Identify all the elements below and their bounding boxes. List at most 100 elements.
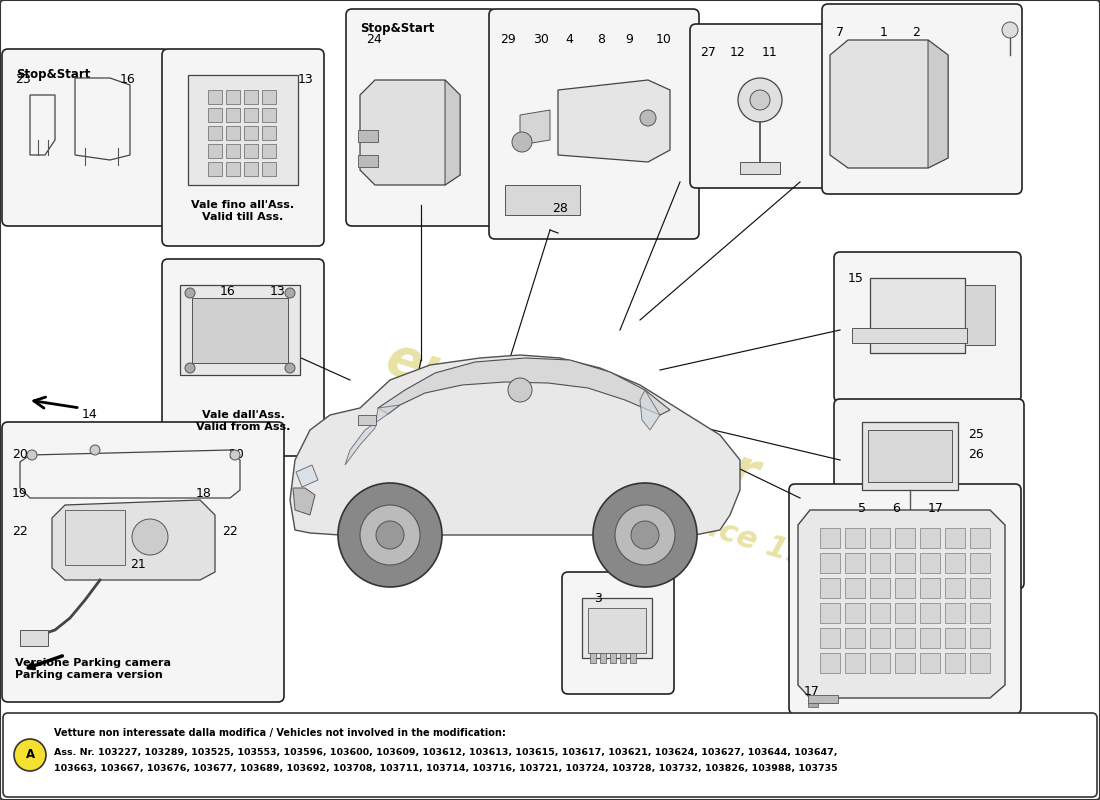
Text: 12: 12 bbox=[730, 46, 746, 59]
Circle shape bbox=[14, 739, 46, 771]
Bar bbox=[920, 603, 940, 623]
Text: 16: 16 bbox=[220, 285, 235, 298]
Bar bbox=[845, 528, 865, 548]
FancyBboxPatch shape bbox=[3, 713, 1097, 797]
Bar bbox=[970, 528, 990, 548]
Bar bbox=[920, 578, 940, 598]
Bar bbox=[845, 578, 865, 598]
Text: 6: 6 bbox=[892, 502, 900, 515]
Bar bbox=[870, 278, 965, 353]
Circle shape bbox=[593, 483, 697, 587]
Bar bbox=[808, 695, 838, 703]
Bar bbox=[262, 90, 276, 104]
Bar bbox=[870, 653, 890, 673]
Bar bbox=[970, 603, 990, 623]
Bar bbox=[226, 126, 240, 140]
Bar bbox=[208, 162, 222, 176]
Text: 20: 20 bbox=[228, 448, 244, 461]
Bar bbox=[620, 653, 626, 663]
Bar bbox=[505, 185, 580, 215]
Bar bbox=[262, 108, 276, 122]
Polygon shape bbox=[378, 358, 670, 415]
Bar bbox=[262, 144, 276, 158]
Bar bbox=[845, 603, 865, 623]
Bar bbox=[945, 653, 965, 673]
Bar bbox=[895, 578, 915, 598]
Bar bbox=[920, 553, 940, 573]
Text: 24: 24 bbox=[366, 33, 382, 46]
FancyBboxPatch shape bbox=[789, 484, 1021, 714]
Bar bbox=[870, 603, 890, 623]
Circle shape bbox=[640, 110, 656, 126]
Text: 13: 13 bbox=[298, 73, 314, 86]
Bar bbox=[262, 162, 276, 176]
Bar bbox=[262, 126, 276, 140]
FancyBboxPatch shape bbox=[346, 9, 496, 226]
Text: 30: 30 bbox=[534, 33, 549, 46]
Polygon shape bbox=[520, 110, 550, 145]
Circle shape bbox=[285, 288, 295, 298]
Bar bbox=[845, 553, 865, 573]
Text: passion for Parts since 1985: passion for Parts since 1985 bbox=[381, 407, 851, 585]
Circle shape bbox=[230, 450, 240, 460]
FancyBboxPatch shape bbox=[834, 252, 1021, 402]
Text: 3: 3 bbox=[594, 592, 602, 605]
Text: 23: 23 bbox=[15, 73, 31, 86]
Bar bbox=[600, 653, 606, 663]
FancyBboxPatch shape bbox=[822, 4, 1022, 194]
Bar bbox=[208, 126, 222, 140]
Bar bbox=[820, 553, 840, 573]
Text: 8: 8 bbox=[597, 33, 605, 46]
Text: Stop&Start: Stop&Start bbox=[360, 22, 434, 35]
Bar bbox=[740, 162, 780, 174]
Bar bbox=[244, 162, 258, 176]
Bar bbox=[65, 510, 125, 565]
Polygon shape bbox=[360, 80, 460, 185]
Bar bbox=[610, 653, 616, 663]
Bar bbox=[945, 528, 965, 548]
FancyBboxPatch shape bbox=[562, 572, 674, 694]
Polygon shape bbox=[928, 40, 948, 168]
Bar bbox=[630, 653, 636, 663]
Polygon shape bbox=[52, 500, 214, 580]
Bar bbox=[920, 653, 940, 673]
Bar bbox=[358, 155, 378, 167]
Bar bbox=[895, 603, 915, 623]
Bar bbox=[192, 298, 288, 363]
Bar bbox=[870, 628, 890, 648]
Bar bbox=[970, 553, 990, 573]
Bar bbox=[970, 628, 990, 648]
Bar bbox=[20, 630, 48, 646]
Bar bbox=[845, 653, 865, 673]
FancyBboxPatch shape bbox=[490, 9, 698, 239]
Polygon shape bbox=[862, 422, 958, 490]
Bar bbox=[208, 144, 222, 158]
Bar bbox=[868, 430, 952, 482]
Bar bbox=[244, 126, 258, 140]
Bar bbox=[244, 90, 258, 104]
Bar bbox=[945, 578, 965, 598]
Bar bbox=[208, 90, 222, 104]
Bar bbox=[358, 130, 378, 142]
Bar bbox=[870, 553, 890, 573]
Polygon shape bbox=[296, 465, 318, 487]
Bar bbox=[820, 528, 840, 548]
Circle shape bbox=[738, 78, 782, 122]
Text: 26: 26 bbox=[968, 448, 983, 461]
Circle shape bbox=[185, 288, 195, 298]
Bar bbox=[358, 415, 376, 425]
Text: 22: 22 bbox=[12, 525, 28, 538]
Text: 1: 1 bbox=[880, 26, 888, 39]
Text: 2: 2 bbox=[912, 26, 920, 39]
Bar bbox=[970, 578, 990, 598]
Bar bbox=[226, 144, 240, 158]
Bar bbox=[226, 162, 240, 176]
Bar bbox=[582, 598, 652, 658]
Circle shape bbox=[360, 505, 420, 565]
Text: 27: 27 bbox=[700, 46, 716, 59]
FancyBboxPatch shape bbox=[162, 259, 324, 456]
Text: Ass. Nr. 103227, 103289, 103525, 103553, 103596, 103600, 103609, 103612, 103613,: Ass. Nr. 103227, 103289, 103525, 103553,… bbox=[54, 748, 837, 757]
FancyBboxPatch shape bbox=[162, 49, 324, 246]
Circle shape bbox=[185, 363, 195, 373]
Bar bbox=[895, 528, 915, 548]
